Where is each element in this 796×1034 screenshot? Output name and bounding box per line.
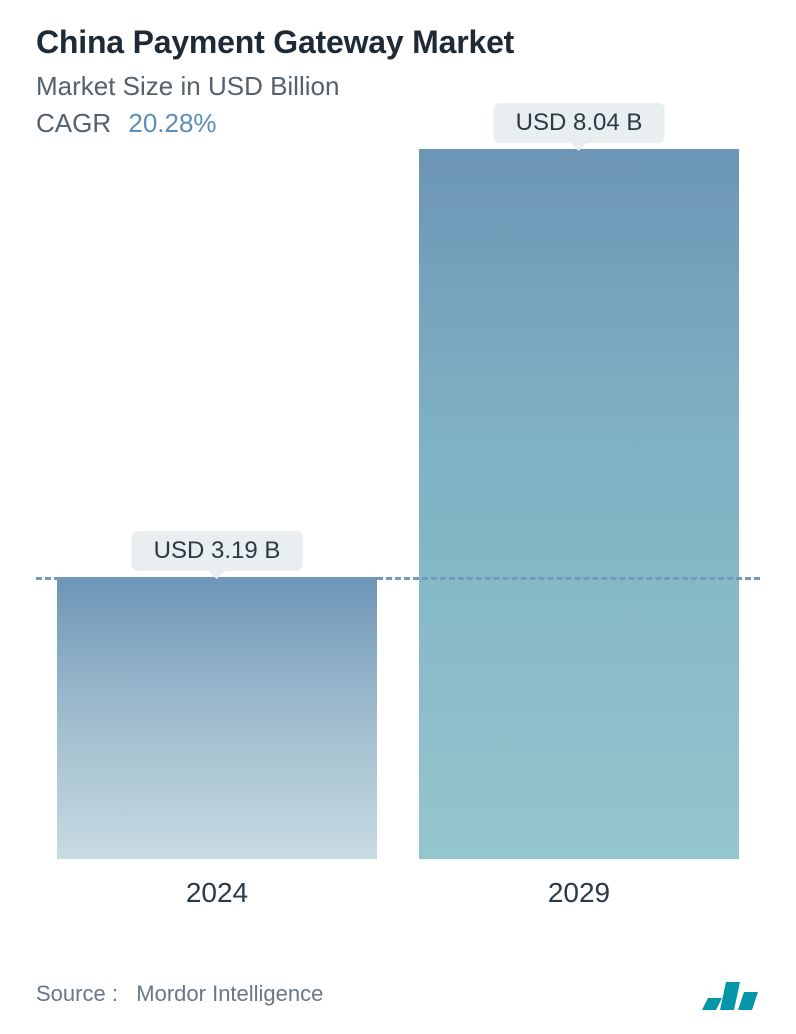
chart-footer: Source : Mordor Intelligence [36,974,760,1014]
chart-title: China Payment Gateway Market [36,24,760,61]
cagr-label: CAGR [36,108,111,138]
cagr-value: 20.28% [128,108,216,138]
mordor-logo-icon [696,974,760,1014]
value-pill-2029: USD 8.04 B [494,103,665,143]
x-label-2029: 2029 [419,877,739,909]
bar-2024: USD 3.19 B [57,577,377,859]
source-attribution: Source : Mordor Intelligence [36,981,323,1007]
bar-group-2029: USD 8.04 B [419,149,739,859]
bars-container: USD 3.19 B USD 8.04 B [36,149,760,859]
bar-group-2024: USD 3.19 B [57,577,377,859]
chart-subtitle: Market Size in USD Billion [36,71,760,102]
source-value: Mordor Intelligence [136,981,323,1006]
x-axis-labels: 2024 2029 [36,877,760,909]
value-pill-2024: USD 3.19 B [132,531,303,571]
x-label-2024: 2024 [57,877,377,909]
reference-dashed-line [36,577,760,580]
chart-area: USD 3.19 B USD 8.04 B 2024 2029 [36,149,760,909]
source-label: Source : [36,981,118,1006]
chart-page: China Payment Gateway Market Market Size… [0,0,796,1034]
bar-2029: USD 8.04 B [419,149,739,859]
